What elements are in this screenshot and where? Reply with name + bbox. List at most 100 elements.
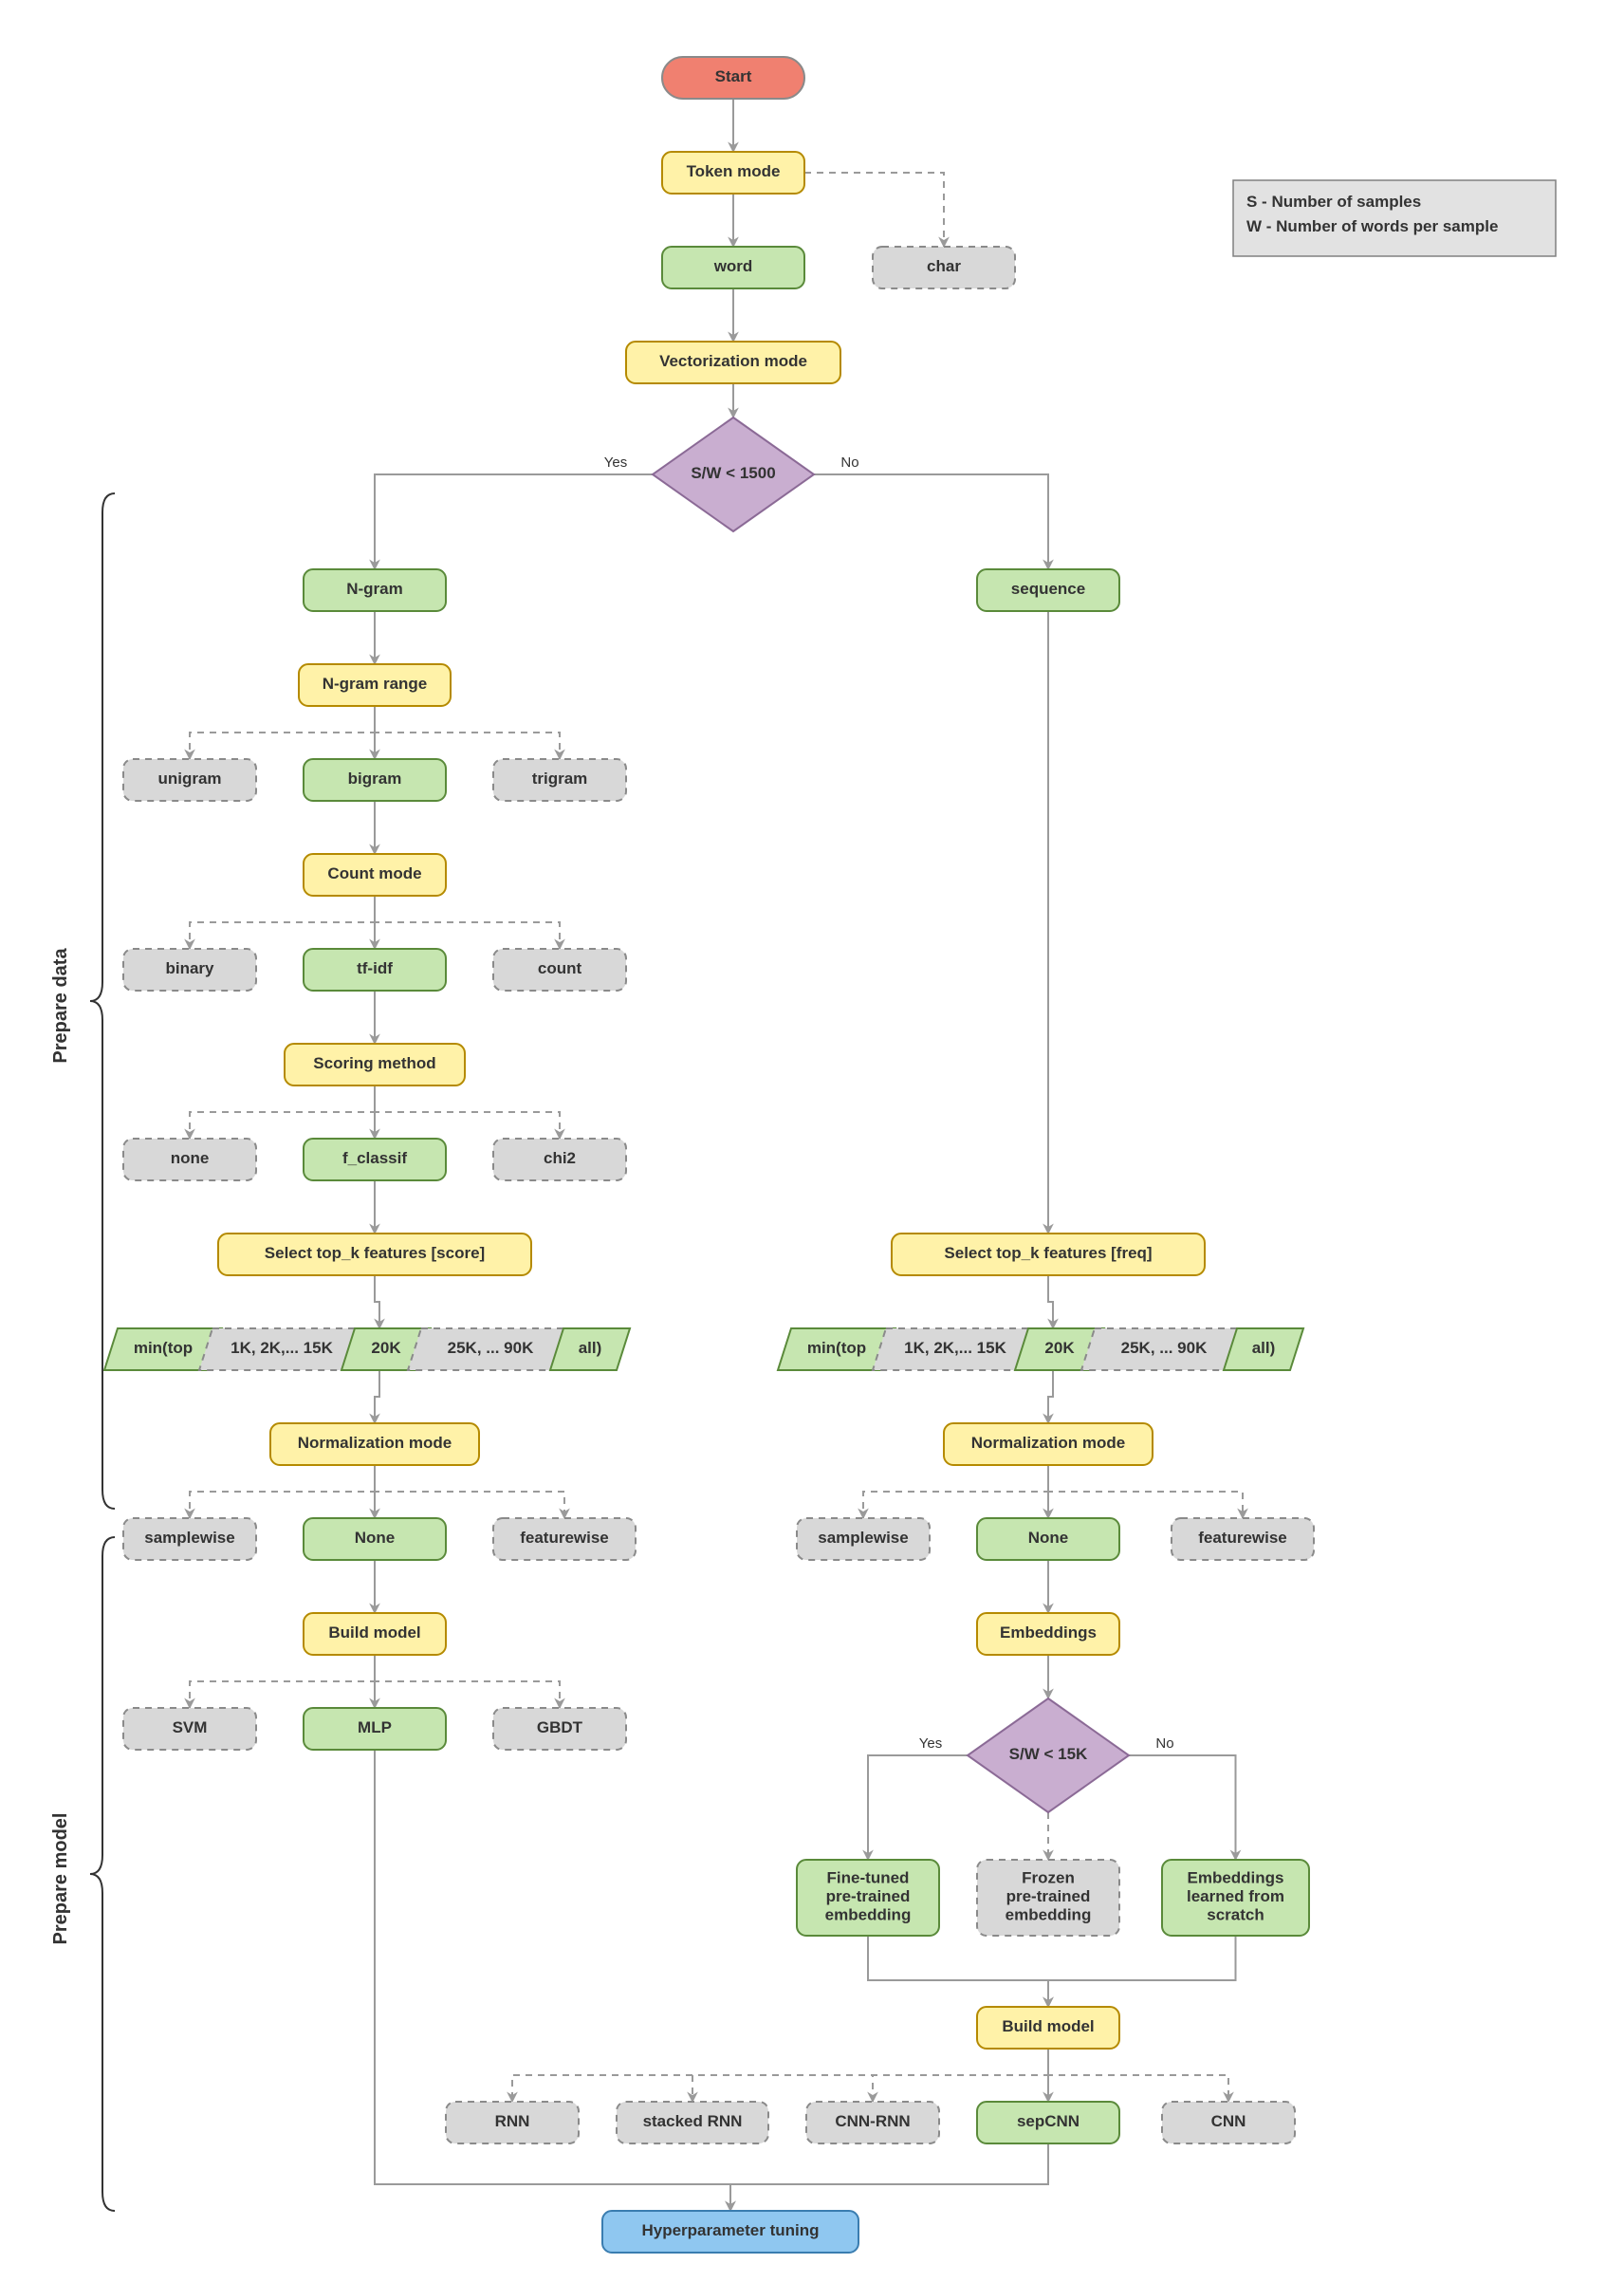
node-k_1_15_L: 1K, 2K,... 15K [199,1328,364,1370]
node-gbdt: GBDT [493,1708,626,1750]
edge-count_mode-binary [190,896,375,949]
legend-line: S - Number of samples [1246,193,1421,211]
node-nl_feature: featurewise [493,1518,636,1560]
side-label: Prepare model [50,1813,71,1945]
node-mlp: MLP [304,1708,446,1750]
svg-text:N-gram: N-gram [346,580,403,598]
edge-ngram_range-trigram [375,706,560,759]
svg-text:all): all) [579,1339,602,1357]
node-k_25_90_R: 25K, ... 90K [1081,1328,1246,1370]
svg-text:binary: binary [165,959,214,977]
node-sc_none: none [123,1139,256,1180]
svg-text:chi2: chi2 [544,1149,576,1167]
edge-topk_score-k_20_L [375,1275,379,1328]
node-build_R: Build model [977,2007,1119,2049]
node-sc_chi2: chi2 [493,1139,626,1180]
svg-text:RNN: RNN [495,2112,530,2130]
svg-text:f_classif: f_classif [342,1149,407,1167]
node-emb_frozen: Frozenpre-trainedembedding [977,1860,1119,1936]
svg-text:No: No [1155,1735,1173,1752]
node-nr_feature: featurewise [1172,1518,1314,1560]
svg-text:Normalization mode: Normalization mode [298,1434,452,1452]
node-topk_freq: Select top_k features [freq] [892,1234,1205,1275]
svg-text:count: count [538,959,582,977]
node-dec1: S/W < 1500 [653,417,814,531]
node-build_L: Build model [304,1613,446,1655]
node-dec2: S/W < 15K [968,1698,1129,1812]
svg-text:None: None [355,1529,396,1547]
node-word: word [662,247,804,288]
edge-dec2-emb_scratch: No [1129,1735,1236,1860]
node-cnn: CNN [1162,2102,1295,2143]
svg-text:20K: 20K [371,1339,401,1357]
node-k_all_L: all) [550,1328,630,1370]
svg-text:Scoring method: Scoring method [313,1054,435,1072]
node-ngram_range: N-gram range [299,664,451,706]
edge-dec2-emb_fine: Yes [868,1735,968,1860]
edge-build_L-svm [190,1655,375,1708]
node-k_1_15_R: 1K, 2K,... 15K [873,1328,1038,1370]
svg-text:all): all) [1252,1339,1276,1357]
node-nl_none: None [304,1518,446,1560]
svg-text:S/W < 1500: S/W < 1500 [691,464,775,482]
svg-text:Vectorization mode: Vectorization mode [659,352,807,370]
node-nr_sample: samplewise [797,1518,930,1560]
node-count: count [493,949,626,991]
svg-text:samplewise: samplewise [818,1529,908,1547]
svg-text:SVM: SVM [173,1718,208,1736]
edge-norm_L-nl_sample [190,1465,375,1518]
svg-text:Hyperparameter tuning: Hyperparameter tuning [641,2221,819,2239]
node-vec_mode: Vectorization mode [626,342,840,383]
svg-text:Count mode: Count mode [327,864,421,882]
svg-text:No: No [840,455,858,471]
node-nl_sample: samplewise [123,1518,256,1560]
node-count_mode: Count mode [304,854,446,896]
svg-text:CNN: CNN [1211,2112,1246,2130]
svg-text:1K, 2K,... 15K: 1K, 2K,... 15K [231,1339,333,1357]
edge-dec1-ngram: Yes [375,455,653,569]
svg-text:S/W < 15K: S/W < 15K [1009,1745,1088,1763]
edge-sepcnn-hyper [730,2143,1048,2211]
legend-line: W - Number of words per sample [1246,217,1498,235]
svg-text:25K, ... 90K: 25K, ... 90K [1121,1339,1208,1357]
svg-text:min(top: min(top [807,1339,866,1357]
node-k_25_90_L: 25K, ... 90K [408,1328,573,1370]
node-sepcnn: sepCNN [977,2102,1119,2143]
node-nr_none: None [977,1518,1119,1560]
node-bigram: bigram [304,759,446,801]
svg-text:CNN-RNN: CNN-RNN [835,2112,910,2130]
svg-text:min(top: min(top [134,1339,193,1357]
edge-norm_L-nl_feature [375,1465,564,1518]
svg-text:Build model: Build model [328,1623,420,1642]
node-cnn_rnn: CNN-RNN [806,2102,939,2143]
edge-scoring-sc_chi2 [375,1085,560,1139]
flowchart-container: NoYesNoYesStartToken modewordcharVectori… [0,0,1624,2282]
node-embeddings: Embeddings [977,1613,1119,1655]
node-stacked_rnn: stacked RNN [617,2102,768,2143]
svg-text:none: none [171,1149,210,1167]
edge-dec1-sequence: No [814,455,1048,569]
edge-topk_freq-k_20_R [1048,1275,1053,1328]
edge-token_mode-char [804,173,944,247]
node-tfidf: tf-idf [304,949,446,991]
svg-text:Select top_k features [score]: Select top_k features [score] [265,1244,485,1262]
node-ngram: N-gram [304,569,446,611]
node-k_all_R: all) [1224,1328,1303,1370]
edge-ngram_range-unigram [190,706,375,759]
node-trigram: trigram [493,759,626,801]
svg-text:N-gram range: N-gram range [323,675,428,693]
svg-text:sequence: sequence [1011,580,1085,598]
node-rnn: RNN [446,2102,579,2143]
svg-text:Yes: Yes [919,1735,942,1752]
svg-text:samplewise: samplewise [144,1529,234,1547]
svg-text:25K, ... 90K: 25K, ... 90K [448,1339,534,1357]
edge-emb_scratch-build_R [1048,1936,1236,2007]
edge-k_20_R-norm_R [1048,1370,1053,1423]
svg-text:1K, 2K,... 15K: 1K, 2K,... 15K [904,1339,1006,1357]
svg-text:bigram: bigram [348,770,402,788]
svg-text:Embeddings: Embeddings [1000,1623,1097,1642]
node-norm_R: Normalization mode [944,1423,1153,1465]
svg-text:None: None [1028,1529,1069,1547]
node-sequence: sequence [977,569,1119,611]
svg-text:Build model: Build model [1002,2017,1094,2035]
